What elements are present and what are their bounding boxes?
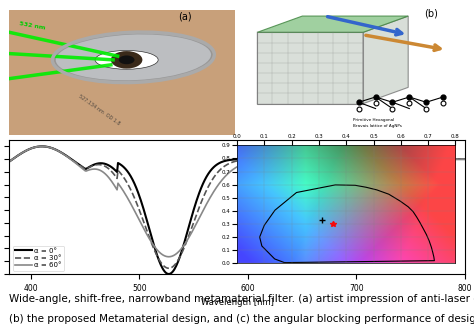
α = 30° (462, 157, 467, 161)
α = 30° (228, 161, 233, 165)
α = 60° (279, 157, 285, 161)
Ellipse shape (55, 33, 212, 81)
Legend: α = 0°, α = 30°, α = 60°: α = 0°, α = 30°, α = 60° (13, 246, 64, 270)
Ellipse shape (95, 50, 158, 69)
Text: 532 nm: 532 nm (18, 21, 46, 31)
Text: (b) the proposed Metamaterial design, and (c) the angular blocking performance o: (b) the proposed Metamaterial design, an… (9, 314, 474, 324)
α = 60° (7, 160, 12, 164)
α = 30° (7, 160, 12, 164)
Text: (b): (b) (424, 8, 438, 18)
α = 60° (166, 255, 172, 259)
α = 0° (255, 157, 260, 161)
α = 60° (453, 157, 458, 161)
α = 30° (382, 157, 387, 161)
α = 60° (382, 157, 387, 161)
Text: Wide-angle, shift-free, narrowband metamaterial filter. (a) artist impression of: Wide-angle, shift-free, narrowband metam… (9, 294, 474, 304)
α = 30° (255, 157, 260, 161)
α = 0° (462, 157, 467, 161)
Polygon shape (363, 16, 408, 104)
α = 60° (39, 145, 45, 148)
Text: (a): (a) (178, 12, 192, 22)
α = 0° (39, 145, 45, 148)
α = 60° (255, 159, 260, 163)
α = 30° (166, 266, 172, 270)
Line: α = 0°: α = 0° (9, 146, 465, 274)
α = 0° (228, 158, 233, 162)
Line: α = 30°: α = 30° (9, 146, 465, 268)
α = 60° (228, 170, 233, 174)
Polygon shape (257, 16, 408, 32)
α = 0° (7, 160, 12, 164)
Text: (c): (c) (433, 145, 447, 155)
Circle shape (118, 56, 135, 64)
α = 30° (279, 157, 285, 161)
α = 30° (453, 157, 458, 161)
α = 0° (382, 157, 387, 161)
Polygon shape (257, 32, 363, 104)
α = 0° (453, 157, 458, 161)
α = 30° (225, 163, 230, 166)
Text: 527.134 nm  OD 1.8: 527.134 nm OD 1.8 (77, 94, 120, 126)
α = 0° (225, 158, 230, 162)
X-axis label: Wavelength [nm]: Wavelength [nm] (201, 298, 273, 307)
Circle shape (111, 51, 142, 69)
α = 0° (279, 157, 285, 161)
α = 30° (39, 145, 45, 148)
Line: α = 60°: α = 60° (9, 146, 465, 257)
α = 60° (225, 172, 230, 176)
α = 0° (166, 272, 172, 276)
α = 60° (462, 157, 467, 161)
